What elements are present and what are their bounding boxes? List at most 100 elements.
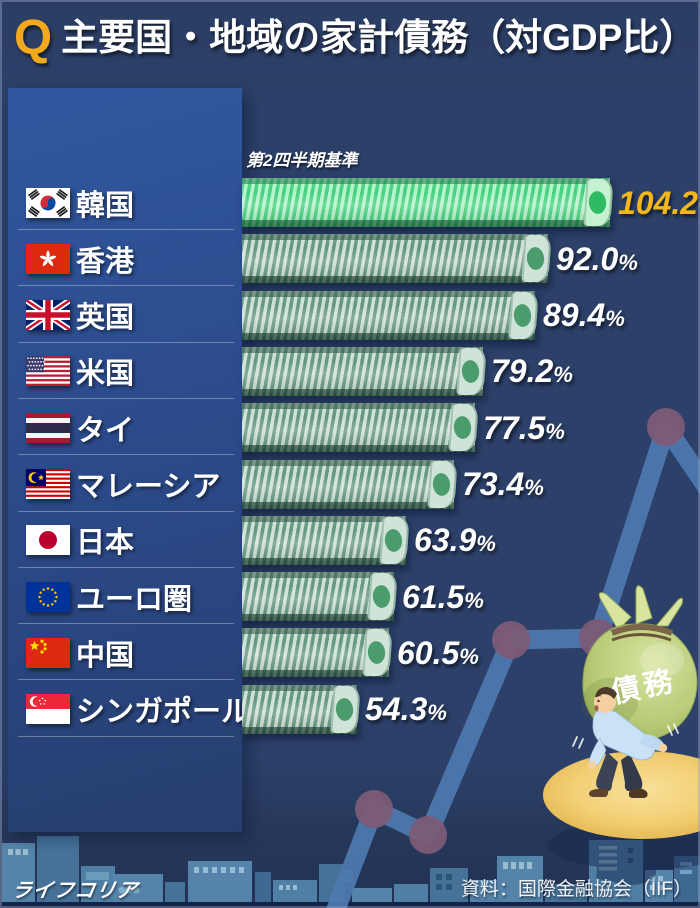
bar-cap: [330, 685, 361, 733]
row-divider: [18, 454, 234, 456]
bar-singapore: [242, 684, 361, 734]
flag-hongkong-icon: [26, 243, 70, 274]
country-label-hongkong: 香港: [76, 245, 135, 278]
value-label-thailand: 77.5%: [483, 409, 565, 446]
country-label-thailand: タイ: [76, 414, 135, 447]
q-mark: Q: [14, 11, 53, 65]
value-label-uk: 89.4%: [543, 297, 625, 334]
bar-sheen: [242, 346, 483, 396]
title-text: 主要国・地域の家計債務（対GDP比）: [61, 17, 697, 58]
node-dot: [409, 816, 447, 854]
percent-sign: %: [524, 475, 544, 500]
bar-thailand: [242, 403, 479, 453]
shoe: [628, 788, 648, 798]
period-note: 第2四半期基準: [246, 151, 358, 170]
bar-sheen: [242, 515, 406, 565]
percent-sign: %: [459, 643, 479, 669]
node-dot: [492, 621, 530, 659]
mouth: [594, 705, 599, 711]
bar-usa: [242, 346, 487, 396]
bar-sheen: [242, 234, 548, 284]
percent-sign: %: [605, 306, 625, 332]
country-label-usa: 米国: [76, 358, 135, 391]
bar-china: [242, 628, 393, 678]
bar-cap: [508, 291, 539, 339]
hand: [587, 760, 597, 770]
flag-usa-icon: [26, 356, 70, 387]
bar-sheen: [242, 178, 610, 227]
country-label-china: 中国: [76, 639, 135, 672]
flag-japan-icon: [26, 525, 70, 556]
bar-cap: [427, 460, 458, 508]
percent-sign: %: [618, 249, 638, 275]
value-label-eurozone: 61.5%: [402, 578, 484, 615]
bar-sheen: [242, 290, 535, 340]
value-label-usa: 79.2%: [491, 353, 573, 390]
percent-sign: %: [427, 700, 447, 726]
row-divider: [18, 679, 234, 681]
eye: [597, 699, 600, 703]
bar-cap: [367, 573, 398, 621]
hand: [658, 743, 668, 753]
arm: [638, 734, 665, 751]
row-divider: [18, 397, 234, 399]
flag-uk-icon: [26, 300, 70, 331]
value-label-singapore: 54.3%: [365, 691, 447, 728]
country-label-singapore: シンガポール: [76, 696, 251, 729]
bar-uk: [242, 290, 539, 340]
row-divider: [18, 735, 234, 737]
businessman-illustration: [572, 687, 679, 798]
value-label-hongkong: 92.0%: [556, 240, 638, 277]
sweat-marks: [572, 723, 679, 749]
percent-sign: %: [545, 418, 565, 444]
country-label-uk: 英国: [76, 302, 135, 335]
row-divider: [18, 566, 234, 568]
source-label: 資料：国際金融協会（IIF）: [460, 879, 692, 900]
flag-thailand-icon: [26, 412, 70, 443]
bar-hongkong: [242, 234, 552, 284]
node-dot: [647, 408, 685, 446]
brand-logo: ライフコリア: [9, 880, 140, 902]
bar-cap: [379, 516, 410, 564]
head: [594, 691, 616, 713]
eyebrow: [595, 695, 602, 698]
leg: [621, 754, 643, 791]
row-divider: [18, 229, 234, 230]
country-label-korea: 韓国: [76, 189, 135, 222]
flag-malaysia-icon: [26, 469, 70, 499]
bar-japan: [242, 515, 410, 565]
bar-eurozone: [242, 572, 398, 622]
value-label-malaysia: 73.4%: [462, 466, 544, 502]
country-panel: 韓国 香港 英国 米国 タイ マレーシア 日本 ユーロ圏: [8, 88, 250, 832]
percent-sign: %: [476, 531, 496, 557]
value-label-china: 60.5%: [397, 634, 479, 671]
node-dot: [355, 790, 393, 828]
page-title: Q 主要国・地域の家計債務（対GDP比）: [14, 8, 696, 68]
flag-china-icon: [26, 637, 70, 668]
row-divider: [18, 285, 234, 287]
bar-sheen: [242, 459, 454, 509]
flag-singapore-icon: [26, 694, 70, 725]
flag-korea-icon: [26, 187, 70, 218]
percent-sign: %: [553, 362, 573, 388]
value-label-japan: 63.9%: [414, 522, 496, 559]
bar-sheen: [242, 403, 475, 453]
bag-rope: [610, 624, 674, 636]
shoe: [589, 789, 609, 797]
hair: [595, 687, 617, 699]
country-label-japan: 日本: [76, 527, 135, 560]
bar-cap: [583, 179, 614, 226]
leg: [596, 752, 618, 791]
bar-cap: [456, 347, 487, 395]
country-label-eurozone: ユーロ圏: [76, 583, 193, 616]
country-label-malaysia: マレーシア: [76, 471, 221, 503]
bag-highlight: [640, 643, 684, 677]
spotlight: [543, 751, 700, 839]
torso-shirt: [592, 709, 656, 761]
bar-korea: [242, 178, 614, 227]
percent-sign: %: [698, 194, 700, 219]
row-divider: [18, 341, 234, 343]
percent-sign: %: [464, 587, 484, 613]
